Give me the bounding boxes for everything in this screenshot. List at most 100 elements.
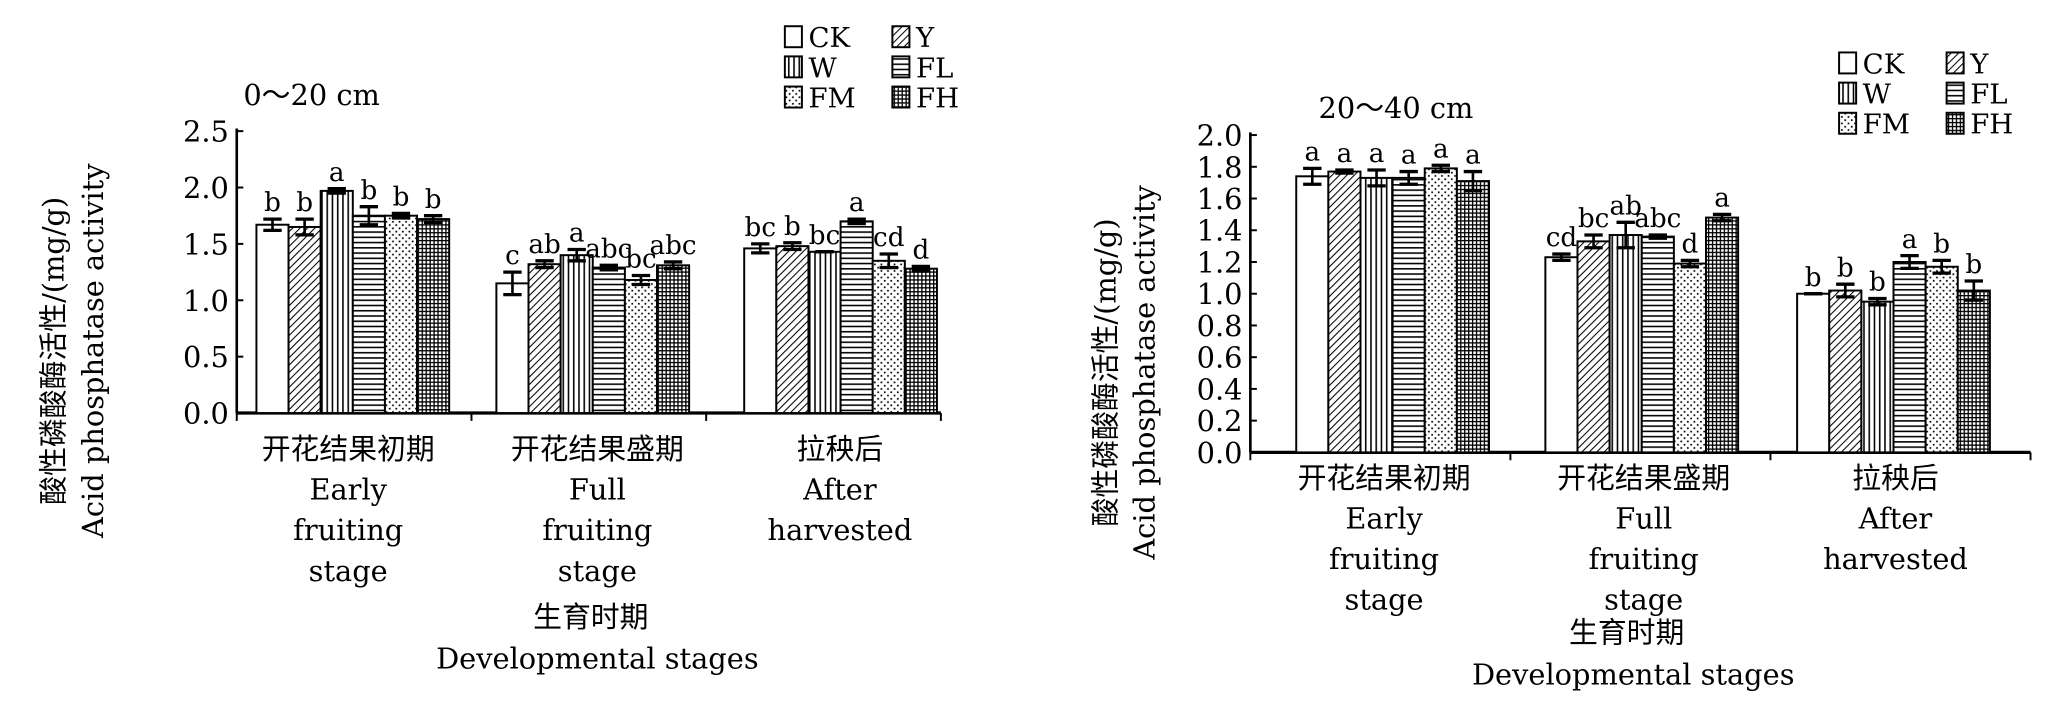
significance-letter: ab [528, 230, 560, 260]
legend-label: CK [808, 22, 850, 54]
significance-letter: b [784, 212, 801, 242]
bar-w [1608, 234, 1643, 454]
y-tick-label: 1.5 [183, 227, 229, 261]
y-tick-label: 0.8 [1197, 309, 1243, 343]
bar-fl [1640, 235, 1675, 454]
significance-letter: c [505, 241, 520, 271]
category-label: 开花结果盛期 [1557, 461, 1730, 495]
bar-fm [1672, 262, 1707, 454]
bar-y [527, 263, 562, 415]
bar-fm [623, 278, 658, 415]
legend-swatch-ck [1838, 51, 1858, 75]
y-tick-label: 1.0 [1197, 277, 1243, 311]
legend-label: FH [1970, 109, 2013, 141]
legend-swatch-fl [891, 55, 911, 79]
y-tick-label: 0.2 [1197, 404, 1243, 438]
bar-fh [656, 264, 691, 415]
significance-letter: b [296, 188, 313, 218]
significance-letter: a [1337, 139, 1353, 169]
legend-label: FM [1863, 109, 1910, 141]
legend-swatch-fh [1945, 111, 1965, 135]
category-label: stage [309, 554, 388, 588]
x-axis-label-en: Developmental stages [1472, 657, 1795, 691]
bar-ck [1796, 292, 1831, 454]
y-axis-label-cn: 酸性磷酸酶活性/(mg/g) [37, 197, 71, 505]
category-label: fruiting [1329, 542, 1439, 576]
bar-ck [1544, 256, 1579, 454]
y-tick-label: 1.0 [183, 284, 229, 318]
legend-label: CK [1863, 48, 1905, 80]
y-tick-label: 0.4 [1197, 372, 1243, 406]
bar-y [1828, 289, 1863, 454]
bar-fl [1892, 261, 1927, 454]
legend-swatch-w [1838, 81, 1858, 105]
legend-swatch-y [891, 25, 911, 49]
bar-ck [743, 247, 778, 415]
significance-letter: a [1714, 184, 1730, 214]
legend-label: FH [916, 83, 959, 115]
bar-fh [1455, 180, 1490, 454]
significance-letter: a [1902, 225, 1918, 255]
bar-w [559, 254, 594, 415]
bar-fh [903, 267, 938, 415]
bar-ck [255, 223, 290, 415]
bar-fh [1705, 216, 1740, 454]
category-label: stage [1604, 583, 1683, 617]
category-label: 拉秧后 [1852, 461, 1939, 495]
bar-ck [495, 282, 530, 415]
category-label: stage [1345, 583, 1424, 617]
bar-y [287, 225, 322, 415]
bar-fl [1391, 176, 1426, 454]
legend-swatch-fh [891, 85, 911, 109]
y-tick-label: 0.5 [183, 340, 229, 374]
y-tick-label: 2.0 [183, 171, 229, 205]
category-label: Full [569, 473, 626, 507]
significance-letter: cd [873, 223, 905, 253]
x-axis-label-cn: 生育时期 [533, 600, 648, 634]
category-label: harvested [1823, 542, 1968, 576]
significance-letter: a [1465, 141, 1481, 171]
category-label: 开花结果盛期 [511, 432, 684, 466]
bar-fl [591, 266, 626, 415]
bar-fh [416, 218, 451, 415]
legend-swatch-fl [1945, 81, 1965, 105]
bar-y [1327, 170, 1362, 454]
y-tick-label: 1.4 [1197, 214, 1243, 248]
significance-letter: a [569, 219, 585, 249]
x-axis-label-cn: 生育时期 [1569, 616, 1684, 650]
significance-letter: a [1369, 139, 1385, 169]
significance-letter: bc [745, 213, 776, 243]
legend-label: Y [1969, 48, 1989, 80]
significance-letter: d [1682, 230, 1699, 260]
significance-letter: b [1837, 253, 1854, 283]
significance-letter: a [1433, 134, 1449, 164]
significance-letter: abc [585, 234, 632, 264]
significance-letter: bc [625, 245, 656, 275]
significance-letter: bc [809, 221, 840, 251]
category-label: 开花结果初期 [1298, 461, 1471, 495]
legend-label: W [808, 52, 837, 84]
legend-label: FL [1970, 79, 2007, 111]
chart-title: 20～40 cm [1319, 91, 1474, 125]
y-tick-label: 0.0 [183, 397, 229, 431]
y-tick-label: 0.6 [1197, 341, 1243, 375]
bar-w [319, 189, 354, 415]
y-tick-label: 1.8 [1197, 150, 1243, 184]
bar-fl [351, 214, 386, 415]
bar-fm [871, 259, 906, 415]
legend-label: FL [916, 52, 953, 84]
chart-title: 0～20 cm [243, 78, 379, 112]
legend-label: Y [915, 22, 935, 54]
bar-y [775, 245, 810, 415]
significance-letter: bc [1578, 204, 1609, 234]
y-tick-label: 1.6 [1197, 182, 1243, 216]
bar-fm [383, 214, 419, 415]
legend-swatch-ck [783, 25, 803, 49]
category-label: After [802, 473, 877, 507]
category-label: fruiting [1589, 542, 1699, 576]
category-label: After [1858, 501, 1933, 535]
bar-fm [1423, 167, 1458, 454]
legend-swatch-fm [1838, 111, 1858, 135]
category-label: Early [309, 473, 387, 507]
bar-w [1860, 300, 1895, 454]
